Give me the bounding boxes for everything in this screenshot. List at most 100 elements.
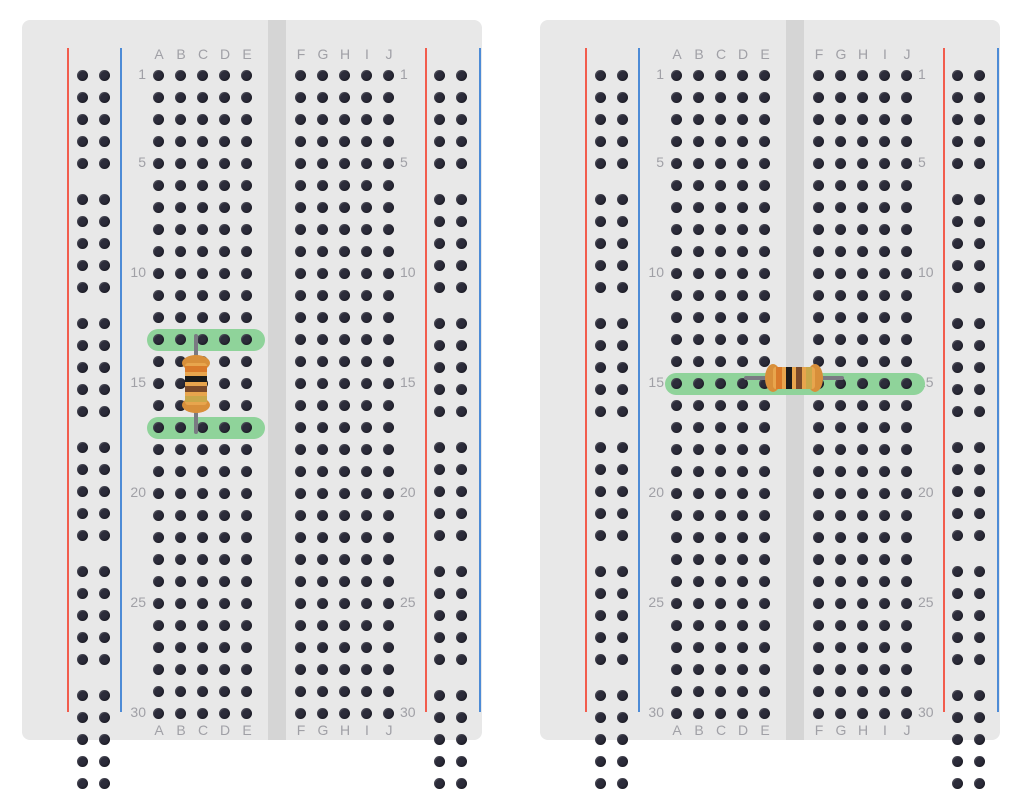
tie-point-hole[interactable] <box>879 620 890 631</box>
tie-point-hole[interactable] <box>383 444 394 455</box>
tie-point-hole[interactable] <box>219 158 230 169</box>
tie-point-hole[interactable] <box>671 532 682 543</box>
tie-point-hole[interactable] <box>693 356 704 367</box>
tie-point-hole[interactable] <box>295 378 306 389</box>
tie-point-hole[interactable] <box>737 246 748 257</box>
tie-point-hole[interactable] <box>671 378 682 389</box>
tie-point-hole[interactable] <box>835 180 846 191</box>
tie-point-hole[interactable] <box>879 268 890 279</box>
tie-point-hole[interactable] <box>737 510 748 521</box>
tie-point-hole[interactable] <box>383 290 394 301</box>
power-rail-hole[interactable] <box>595 70 606 81</box>
tie-point-hole[interactable] <box>153 444 164 455</box>
tie-point-hole[interactable] <box>361 686 372 697</box>
tie-point-hole[interactable] <box>715 356 726 367</box>
tie-point-hole[interactable] <box>317 444 328 455</box>
tie-point-hole[interactable] <box>317 576 328 587</box>
tie-point-hole[interactable] <box>241 576 252 587</box>
tie-point-hole[interactable] <box>671 422 682 433</box>
tie-point-hole[interactable] <box>879 312 890 323</box>
tie-point-hole[interactable] <box>295 136 306 147</box>
power-rail-hole[interactable] <box>595 114 606 125</box>
power-rail-hole[interactable] <box>434 114 445 125</box>
tie-point-hole[interactable] <box>361 224 372 235</box>
tie-point-hole[interactable] <box>197 92 208 103</box>
tie-point-hole[interactable] <box>317 114 328 125</box>
tie-point-hole[interactable] <box>813 312 824 323</box>
tie-point-hole[interactable] <box>813 444 824 455</box>
tie-point-hole[interactable] <box>219 290 230 301</box>
power-rail-hole[interactable] <box>99 690 110 701</box>
tie-point-hole[interactable] <box>715 246 726 257</box>
power-rail-hole[interactable] <box>952 282 963 293</box>
power-rail-hole[interactable] <box>974 158 985 169</box>
power-rail-hole[interactable] <box>952 406 963 417</box>
tie-point-hole[interactable] <box>835 708 846 719</box>
tie-point-hole[interactable] <box>693 686 704 697</box>
tie-point-hole[interactable] <box>901 224 912 235</box>
tie-point-hole[interactable] <box>361 488 372 499</box>
power-rail-hole[interactable] <box>99 508 110 519</box>
resistor-body[interactable] <box>765 364 823 392</box>
power-rail-hole[interactable] <box>595 158 606 169</box>
power-rail-hole[interactable] <box>617 70 628 81</box>
tie-point-hole[interactable] <box>759 158 770 169</box>
tie-point-hole[interactable] <box>175 576 186 587</box>
tie-point-hole[interactable] <box>153 92 164 103</box>
tie-point-hole[interactable] <box>835 70 846 81</box>
tie-point-hole[interactable] <box>383 532 394 543</box>
tie-point-hole[interactable] <box>219 554 230 565</box>
power-rail-hole[interactable] <box>434 384 445 395</box>
tie-point-hole[interactable] <box>835 202 846 213</box>
power-rail-hole[interactable] <box>99 778 110 789</box>
tie-point-hole[interactable] <box>901 136 912 147</box>
power-rail-hole[interactable] <box>434 486 445 497</box>
tie-point-hole[interactable] <box>317 70 328 81</box>
tie-point-hole[interactable] <box>241 70 252 81</box>
tie-point-hole[interactable] <box>901 598 912 609</box>
tie-point-hole[interactable] <box>153 532 164 543</box>
tie-point-hole[interactable] <box>901 686 912 697</box>
power-rail-hole[interactable] <box>434 508 445 519</box>
power-rail-hole[interactable] <box>974 566 985 577</box>
power-rail-hole[interactable] <box>77 530 88 541</box>
power-rail-hole[interactable] <box>77 136 88 147</box>
tie-point-hole[interactable] <box>879 576 890 587</box>
tie-point-hole[interactable] <box>383 554 394 565</box>
power-rail-hole[interactable] <box>952 340 963 351</box>
tie-point-hole[interactable] <box>175 686 186 697</box>
tie-point-hole[interactable] <box>693 290 704 301</box>
tie-point-hole[interactable] <box>715 664 726 675</box>
tie-point-hole[interactable] <box>715 642 726 653</box>
tie-point-hole[interactable] <box>835 114 846 125</box>
tie-point-hole[interactable] <box>715 444 726 455</box>
tie-point-hole[interactable] <box>671 708 682 719</box>
tie-point-hole[interactable] <box>671 224 682 235</box>
power-rail-hole[interactable] <box>617 508 628 519</box>
power-rail-hole[interactable] <box>617 464 628 475</box>
tie-point-hole[interactable] <box>715 334 726 345</box>
tie-point-hole[interactable] <box>339 598 350 609</box>
power-rail-hole[interactable] <box>456 318 467 329</box>
tie-point-hole[interactable] <box>339 400 350 411</box>
tie-point-hole[interactable] <box>383 576 394 587</box>
power-rail-hole[interactable] <box>434 70 445 81</box>
tie-point-hole[interactable] <box>813 136 824 147</box>
power-rail-hole[interactable] <box>77 406 88 417</box>
power-rail-hole[interactable] <box>617 588 628 599</box>
tie-point-hole[interactable] <box>901 114 912 125</box>
tie-point-hole[interactable] <box>901 466 912 477</box>
tie-point-hole[interactable] <box>241 444 252 455</box>
tie-point-hole[interactable] <box>671 576 682 587</box>
tie-point-hole[interactable] <box>693 224 704 235</box>
tie-point-hole[interactable] <box>879 664 890 675</box>
tie-point-hole[interactable] <box>317 136 328 147</box>
tie-point-hole[interactable] <box>879 686 890 697</box>
tie-point-hole[interactable] <box>383 114 394 125</box>
tie-point-hole[interactable] <box>241 422 252 433</box>
tie-point-hole[interactable] <box>759 488 770 499</box>
tie-point-hole[interactable] <box>715 510 726 521</box>
tie-point-hole[interactable] <box>737 642 748 653</box>
power-rail-hole[interactable] <box>434 216 445 227</box>
tie-point-hole[interactable] <box>693 70 704 81</box>
